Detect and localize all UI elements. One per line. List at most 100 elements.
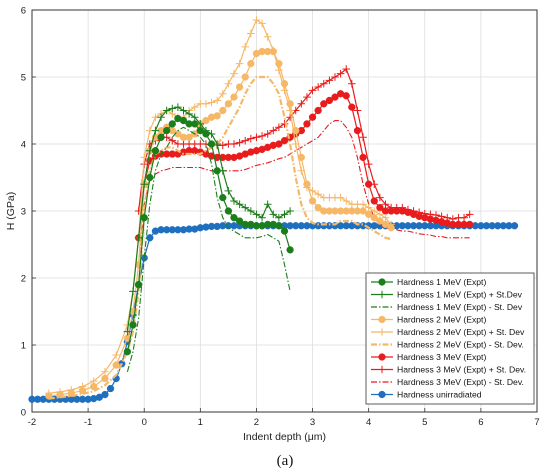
legend-marker [378, 390, 386, 399]
data-point [224, 187, 233, 195]
y-tick-label: 6 [21, 6, 26, 17]
data-point [449, 215, 457, 223]
legend-entry: Hardness 3 MeV (Expt) + St. Dev. [371, 365, 526, 375]
data-point [56, 388, 64, 396]
data-point [207, 130, 216, 138]
x-axis-label: Indent depth (μm) [243, 431, 326, 443]
legend-entry: Hardness 2 MeV (Expt) - St. Dev. [371, 340, 524, 350]
data-point [146, 234, 154, 242]
data-point [146, 146, 154, 155]
legend-label: Hardness 3 MeV (Expt) + St. Dev. [397, 365, 526, 375]
data-point [241, 73, 249, 81]
data-point [314, 190, 322, 199]
data-point [286, 106, 294, 115]
data-point [106, 384, 115, 393]
data-point [185, 110, 193, 118]
legend-entry: Hardness 3 MeV (Expt) - St. Dev. [371, 377, 524, 387]
data-point [258, 19, 266, 28]
data-point [381, 213, 390, 222]
data-point [151, 126, 160, 135]
data-point [280, 120, 289, 128]
legend-box [365, 272, 535, 405]
series-5 [48, 75, 392, 400]
tick-labels: -2 -1 0 1 2 3 4 5 6 7 0 1 2 3 4 5 6 [21, 6, 540, 429]
legend-entry: Hardness unirradiated [371, 390, 482, 400]
x-tick-label: 0 [142, 417, 147, 428]
x-tick-label: 1 [198, 417, 203, 428]
x-tick-label: 3 [310, 417, 315, 428]
data-point [247, 59, 255, 68]
data-point [218, 141, 227, 150]
data-point [89, 377, 98, 385]
data-point [376, 210, 384, 219]
data-point [348, 103, 356, 111]
data-point [213, 140, 221, 148]
data-point [370, 180, 379, 188]
data-point [123, 348, 132, 356]
data-point [319, 79, 328, 88]
data-point [219, 106, 227, 115]
data-point [348, 79, 356, 88]
data-point [308, 187, 317, 195]
data-point [235, 200, 244, 209]
data-point [247, 134, 255, 143]
figure-caption: (a) [277, 453, 294, 469]
data-point [179, 116, 188, 125]
data-point [230, 69, 238, 78]
data-point [308, 86, 317, 95]
data-point [342, 197, 351, 205]
data-point [314, 204, 322, 212]
legend-entry: Hardness 1 MeV (Expt) [371, 277, 486, 287]
data-point [364, 160, 373, 168]
data-point [280, 210, 289, 219]
legend-label: Hardness unirradiated [397, 390, 482, 400]
data-point [207, 98, 216, 107]
data-point [269, 210, 278, 219]
data-point [258, 132, 266, 140]
series-line [126, 106, 291, 332]
data-point [252, 210, 261, 219]
y-tick-label: 4 [21, 140, 26, 151]
legend-marker [378, 365, 386, 374]
x-tick-label: -2 [28, 417, 36, 428]
data-point [202, 100, 210, 108]
data-point [443, 213, 452, 222]
series-7 [134, 65, 474, 223]
data-point [101, 368, 109, 376]
data-point [280, 137, 289, 145]
data-point [420, 209, 429, 218]
legend-marker [378, 290, 386, 299]
data-point [275, 222, 283, 230]
data-point [263, 200, 272, 209]
data-point [263, 130, 272, 138]
x-tick-label: 4 [366, 417, 371, 428]
data-point [303, 120, 311, 128]
data-point [280, 227, 289, 235]
y-tick-label: 2 [21, 274, 26, 285]
legend-label: Hardness 1 MeV (Expt) - St. Dev [397, 302, 523, 312]
data-point [218, 89, 227, 98]
data-point [297, 100, 306, 108]
data-point [235, 83, 244, 91]
data-point [213, 96, 221, 105]
series-1 [123, 103, 294, 336]
data-point [269, 46, 278, 54]
legend-label: Hardness 2 MeV (Expt) [397, 315, 486, 325]
data-point [364, 203, 373, 212]
data-point [466, 220, 474, 229]
data-point [510, 222, 519, 230]
data-point [129, 287, 137, 296]
legend-marker [378, 353, 386, 361]
legend-label: Hardness 1 MeV (Expt) + St.Dev [397, 290, 523, 300]
data-point [308, 113, 317, 121]
data-point [291, 140, 300, 148]
data-point [196, 120, 205, 128]
data-point [303, 183, 311, 192]
y-tick-label: 3 [21, 207, 26, 218]
data-point [359, 153, 367, 162]
data-point [275, 140, 283, 148]
data-point [162, 106, 171, 115]
y-axis-label: H (GPa) [5, 192, 17, 231]
legend-label: Hardness 3 MeV (Expt) - St. Dev. [397, 377, 524, 387]
data-point [230, 214, 238, 222]
